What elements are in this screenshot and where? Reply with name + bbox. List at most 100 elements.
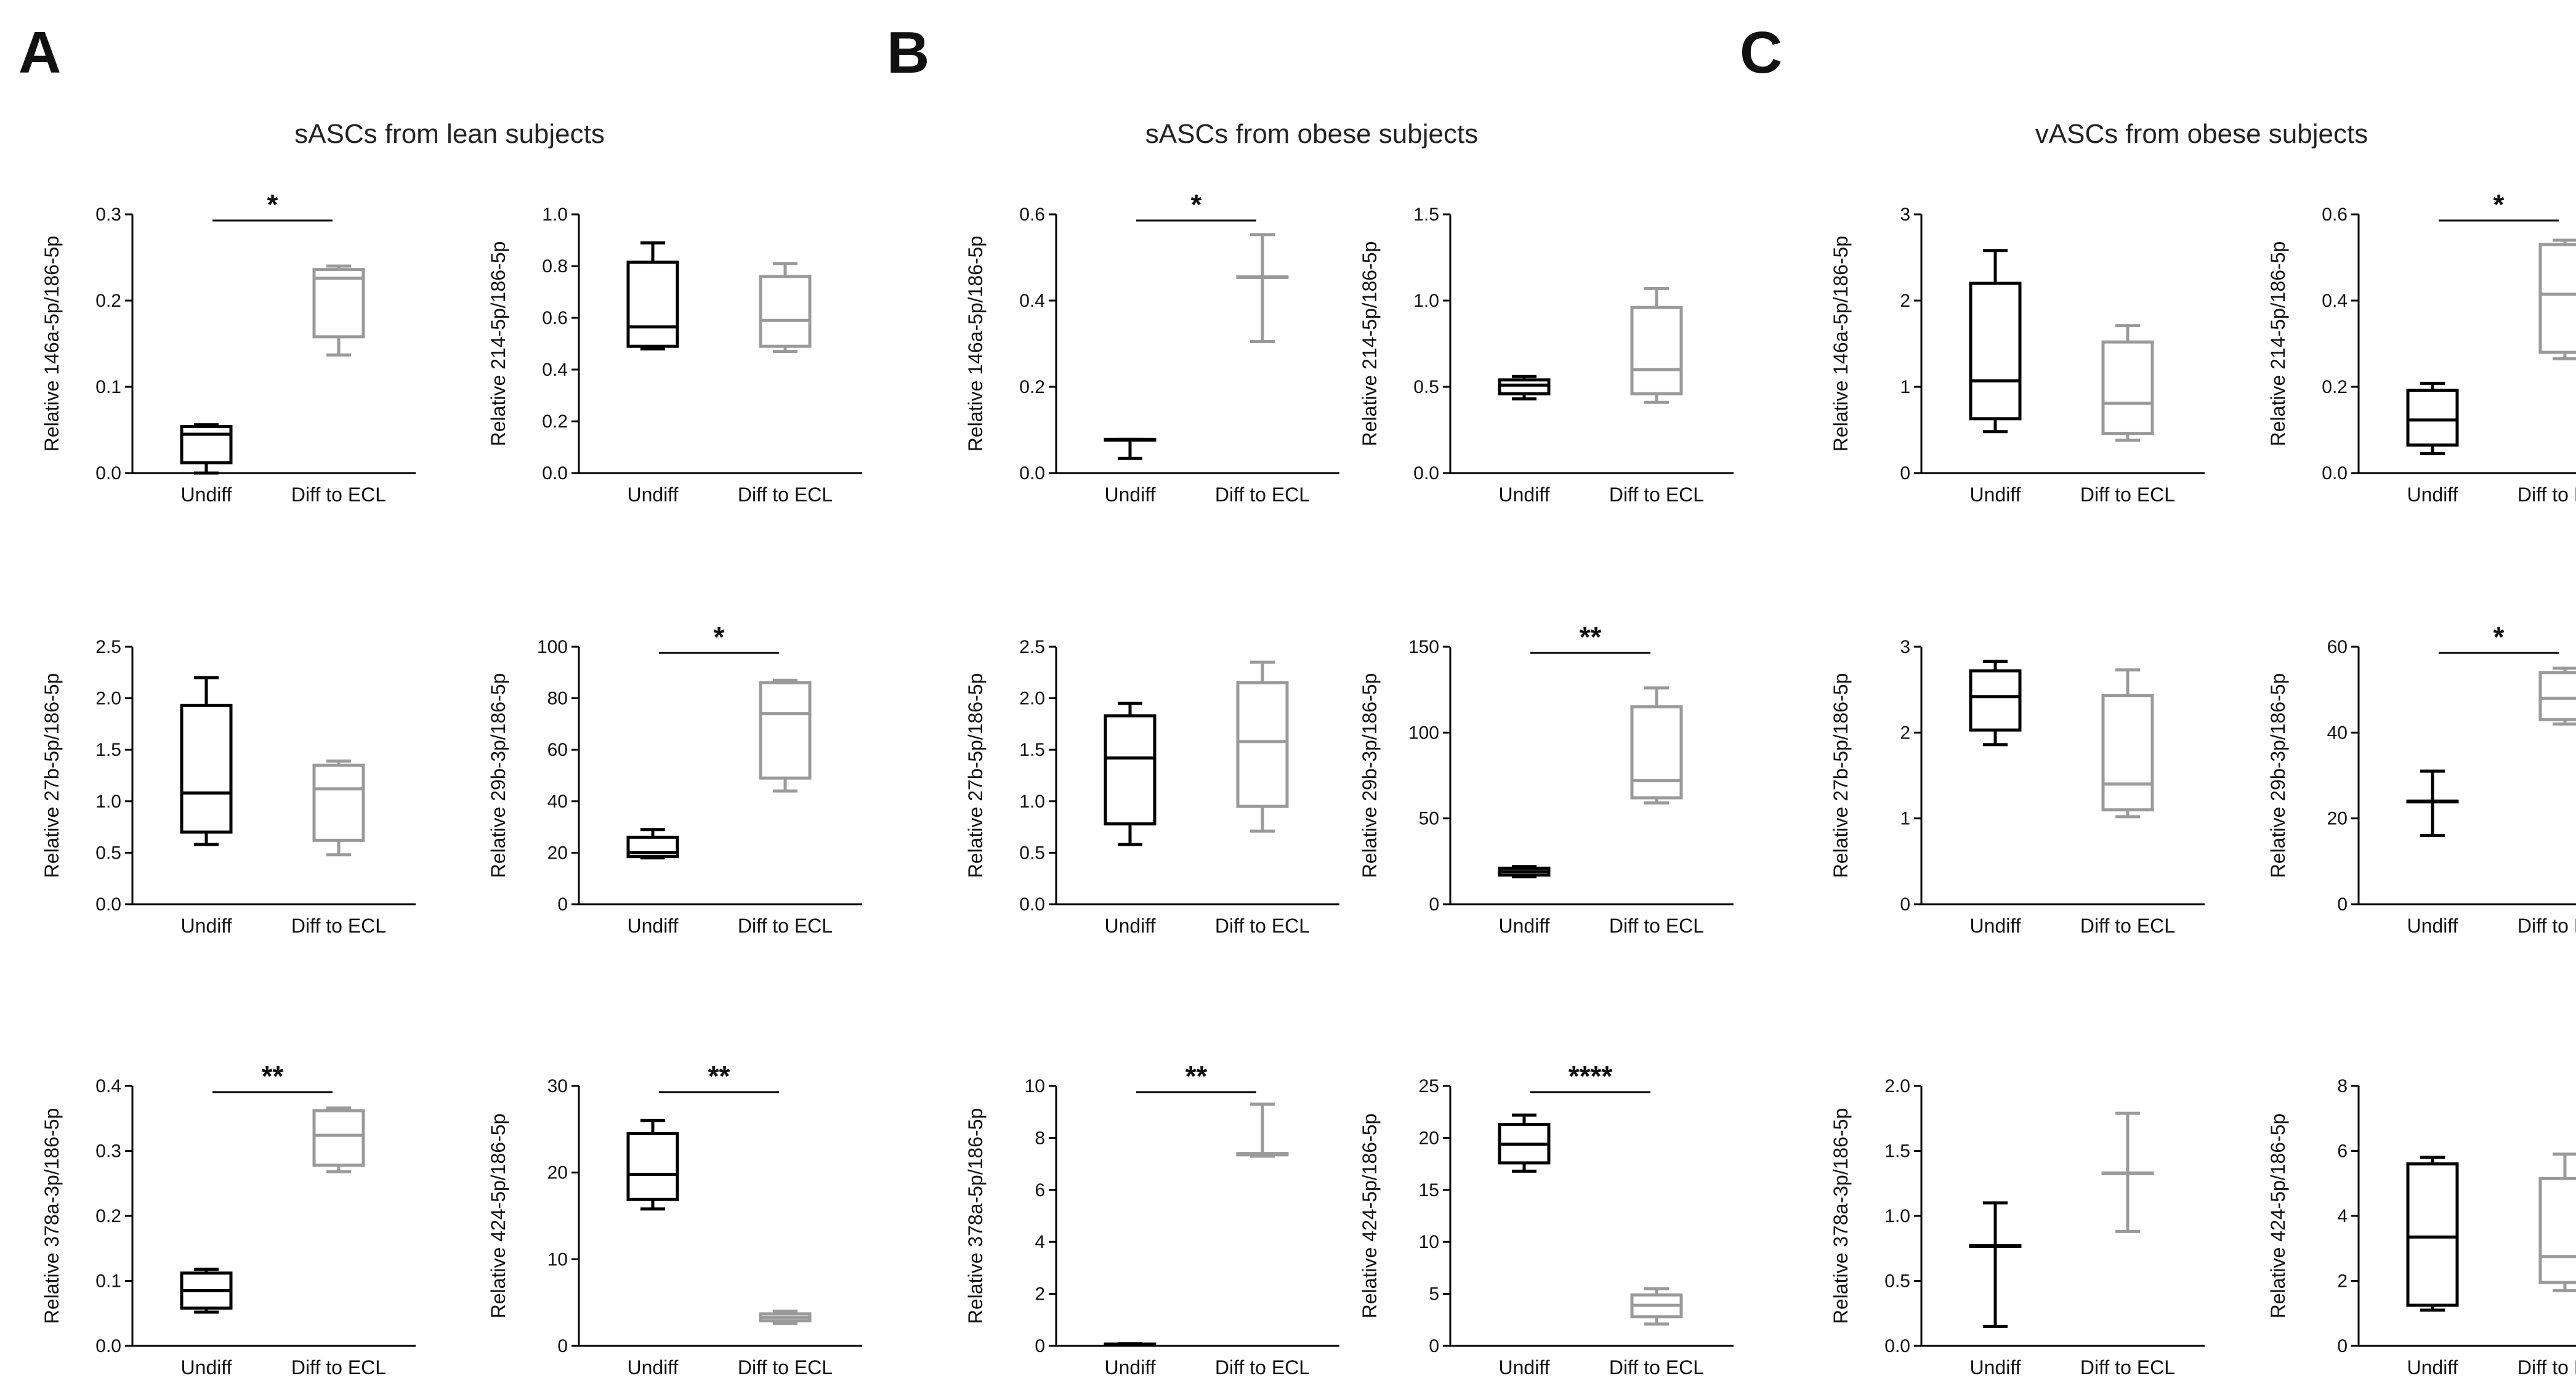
y-tick-label: 0.2 — [2322, 377, 2348, 397]
subplot-b-5: 0 2 4 6 8 10 Relative 378a-5p/186-5p Undiff Diff… — [964, 1060, 1339, 1379]
y-tick-label: 0.5 — [1884, 1271, 1910, 1292]
y-tick-label: 1.0 — [1019, 792, 1045, 812]
y-axis-label: Relative 214-5p/186-5p — [2267, 241, 2289, 447]
box-undiff — [1104, 702, 1157, 846]
x-category-label: Undiff — [1969, 484, 2021, 506]
box-diff — [759, 1310, 812, 1325]
x-category-label: Undiff — [1104, 484, 1155, 506]
box-diff — [759, 678, 812, 793]
y-tick-label: 0.5 — [1019, 843, 1045, 863]
box-iqr — [180, 703, 233, 834]
box-undiff — [180, 423, 233, 475]
y-tick-label: 2.5 — [95, 637, 121, 657]
x-category-label: Diff to ECL — [2517, 915, 2576, 937]
significance-marker: * — [267, 188, 278, 221]
x-category-label: Diff to ECL — [1609, 1356, 1704, 1379]
box-iqr — [2538, 243, 2576, 354]
y-tick-label: 40 — [547, 792, 568, 812]
y-tick-label: 1.0 — [95, 792, 121, 812]
y-tick-label: 40 — [2327, 723, 2348, 743]
significance-marker: * — [2493, 621, 2505, 653]
y-axis-label: Relative 29b-3p/186-5p — [487, 673, 509, 878]
x-category-label: Diff to ECL — [1215, 915, 1310, 937]
y-tick-label: 0.1 — [95, 377, 121, 397]
y-tick-label: 2.0 — [1019, 689, 1045, 709]
y-tick-label: 2 — [1900, 291, 1910, 311]
significance-marker: ** — [1185, 1060, 1208, 1092]
box-iqr — [312, 268, 365, 339]
y-tick-label: 60 — [547, 740, 568, 760]
subplot-c-5: 0.0 0.5 1.0 1.5 2.0 Relative 378a-3p/186-5p Un… — [1830, 1076, 2205, 1379]
box-diff — [1630, 686, 1683, 805]
y-tick-label: 2 — [2337, 1271, 2348, 1292]
x-category-label: Undiff — [627, 1356, 678, 1379]
x-category-label: Diff to ECL — [738, 484, 833, 506]
box-iqr — [759, 681, 812, 780]
x-category-label: Diff to ECL — [291, 484, 386, 506]
box-diff — [1630, 286, 1683, 404]
y-tick-label: 0.4 — [1019, 291, 1045, 311]
box-diff — [2101, 324, 2154, 442]
group-title-c: vASCs from obese subjects — [2035, 119, 2368, 149]
x-category-label: Undiff — [1104, 915, 1155, 937]
y-tick-label: 60 — [2327, 637, 2348, 657]
y-tick-label: 0 — [1900, 894, 1910, 915]
box-diff — [2538, 666, 2576, 726]
y-tick-label: 1 — [1900, 377, 1910, 397]
x-category-label: Undiff — [627, 484, 678, 506]
box-iqr — [2101, 340, 2154, 435]
x-category-label: Diff to ECL — [738, 915, 833, 937]
y-axis-label: Relative 424-5p/186-5p — [2267, 1114, 2289, 1319]
y-tick-label: 8 — [1035, 1128, 1045, 1148]
y-tick-label: 0.0 — [2322, 463, 2348, 484]
box-iqr — [759, 275, 812, 348]
y-axis-label: Relative 146a-5p/186-5p — [1830, 236, 1852, 451]
box-iqr — [1498, 378, 1551, 395]
y-tick-label: 0.0 — [1413, 463, 1439, 484]
box-diff — [1236, 660, 1289, 833]
y-tick-label: 4 — [1035, 1232, 1045, 1252]
y-axis-label: Relative 27b-5p/186-5p — [964, 673, 987, 878]
x-category-label: Undiff — [180, 1356, 232, 1379]
subplot-a-1: 0.0 0.1 0.2 0.3 Relative 146a-5p/186-5p Undif… — [41, 188, 416, 506]
box-iqr — [312, 763, 365, 842]
box-undiff — [626, 828, 679, 860]
box-undiff — [1969, 660, 2022, 747]
y-tick-label: 0.5 — [1413, 377, 1439, 397]
subplot-a-6: 0 10 20 30 Relative 424-5p/186-5p Undiff Diff … — [487, 1060, 862, 1379]
significance-marker: **** — [1569, 1060, 1613, 1092]
box-iqr — [2101, 694, 2154, 812]
box-diff — [312, 264, 365, 357]
y-tick-label: 0 — [1429, 894, 1439, 915]
subplot-c-3: 0 1 2 3 Relative 27b-5p/186-5p Undiff Diff to … — [1830, 637, 2205, 937]
x-category-label: Diff to ECL — [1609, 915, 1704, 937]
subplot-c-6: 0 2 4 6 8 Relative 424-5p/186-5p Undiff Diff to… — [2267, 1076, 2576, 1379]
y-tick-label: 0.6 — [1019, 204, 1045, 225]
box-iqr — [626, 1132, 679, 1201]
x-category-label: Undiff — [1104, 1356, 1155, 1379]
box-iqr — [2406, 1162, 2459, 1307]
y-tick-label: 15 — [1419, 1180, 1439, 1201]
box-undiff — [2406, 1156, 2459, 1312]
y-axis-label: Relative 214-5p/186-5p — [1359, 241, 1381, 447]
box-undiff — [1969, 1201, 2022, 1328]
box-undiff — [1498, 375, 1551, 401]
box-diff — [2101, 1111, 2154, 1233]
box-iqr — [1969, 669, 2022, 732]
y-tick-label: 1.0 — [542, 204, 568, 225]
y-tick-label: 150 — [1408, 637, 1439, 657]
y-tick-label: 0.0 — [95, 894, 121, 915]
y-tick-label: 10 — [1025, 1076, 1045, 1096]
y-tick-label: 1.5 — [1884, 1141, 1910, 1162]
y-tick-label: 1 — [1900, 809, 1910, 829]
y-tick-label: 0.3 — [95, 1141, 121, 1162]
y-axis-label: Relative 27b-5p/186-5p — [1830, 673, 1852, 878]
y-tick-label: 0 — [557, 894, 568, 915]
subplot-c-2: 0.0 0.2 0.4 0.6 Relative 214-5p/186-5p Undiff… — [2267, 188, 2576, 506]
x-category-label: Undiff — [1498, 915, 1549, 937]
y-tick-label: 0.0 — [1884, 1336, 1910, 1356]
y-tick-label: 10 — [547, 1249, 568, 1269]
box-diff — [312, 1106, 365, 1173]
y-tick-label: 50 — [1419, 809, 1439, 829]
